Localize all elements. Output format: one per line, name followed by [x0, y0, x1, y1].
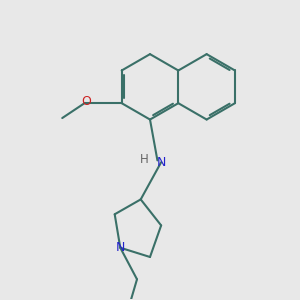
- Text: H: H: [140, 153, 149, 166]
- Text: O: O: [82, 95, 91, 108]
- Text: N: N: [116, 241, 125, 254]
- Text: N: N: [157, 156, 166, 169]
